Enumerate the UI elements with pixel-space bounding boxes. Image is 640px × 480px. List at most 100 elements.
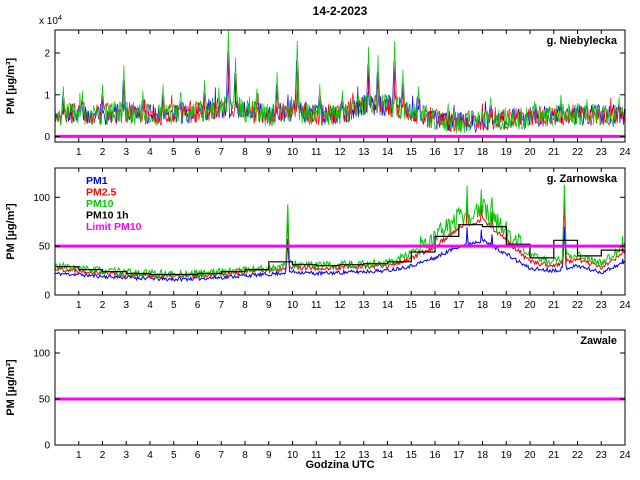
svg-text:5: 5 xyxy=(171,147,177,158)
svg-text:2: 2 xyxy=(100,147,106,158)
y-axis-label: PM [µg/m³] xyxy=(5,57,17,114)
x-ticks: 1 2 3 4 5 6 7 8 9 10 11 12 13 14 15 16 17 18 19 20 21 22 23 24 xyxy=(76,30,631,158)
svg-text:11: 11 xyxy=(311,147,322,158)
svg-text:11: 11 xyxy=(311,300,322,311)
svg-text:6: 6 xyxy=(195,450,201,461)
svg-text:22: 22 xyxy=(572,300,584,311)
svg-text:12: 12 xyxy=(334,300,346,311)
svg-text:9: 9 xyxy=(266,300,272,311)
svg-text:19: 19 xyxy=(501,300,513,311)
svg-text:7: 7 xyxy=(218,450,224,461)
svg-text:16: 16 xyxy=(429,147,441,158)
svg-text:13: 13 xyxy=(358,147,370,158)
svg-text:4: 4 xyxy=(147,147,153,158)
svg-text:2: 2 xyxy=(44,48,50,59)
y-axis-label: PM [µg/m³] xyxy=(5,359,17,416)
svg-text:23: 23 xyxy=(596,450,608,461)
legend-item-pm1: PM1 xyxy=(86,175,108,187)
svg-text:18: 18 xyxy=(477,147,489,158)
y-ticks: 0 50 100 xyxy=(33,193,625,302)
svg-text:2: 2 xyxy=(100,450,106,461)
svg-text:14: 14 xyxy=(382,300,394,311)
subplot-1-g-niebylecka: 1 2 3 4 5 6 7 8 9 10 11 12 13 14 15 16 17 18 19 20 21 22 23 240… xyxy=(5,13,631,158)
svg-text:18: 18 xyxy=(477,300,489,311)
x-ticks: 1 2 3 4 5 6 7 8 9 10 11 12 13 14 15 16 17 18 19 20 21 22 23 24 xyxy=(76,168,631,311)
series-pm10 xyxy=(54,29,626,134)
svg-text:5: 5 xyxy=(171,450,177,461)
svg-text:20: 20 xyxy=(524,450,536,461)
station-title: Zawale xyxy=(580,335,617,347)
svg-text:21: 21 xyxy=(548,300,560,311)
y-ticks: 0 1 2 xyxy=(44,48,625,143)
svg-text:17: 17 xyxy=(453,450,465,461)
svg-text:11: 11 xyxy=(311,450,322,461)
svg-text:17: 17 xyxy=(453,147,465,158)
svg-text:100: 100 xyxy=(33,349,50,360)
svg-text:1: 1 xyxy=(76,450,82,461)
svg-text:20: 20 xyxy=(524,300,536,311)
svg-text:3: 3 xyxy=(123,300,129,311)
series-pm10-1h xyxy=(55,224,625,276)
svg-text:6: 6 xyxy=(195,147,201,158)
svg-text:1: 1 xyxy=(76,300,82,311)
x-ticks: 1 2 3 4 5 6 7 8 9 10 11 12 13 14 15 16 17 18 19 20 21 22 23 24 xyxy=(76,330,631,461)
svg-text:22: 22 xyxy=(572,147,584,158)
svg-text:0: 0 xyxy=(44,132,50,143)
svg-text:8: 8 xyxy=(242,300,248,311)
svg-text:8: 8 xyxy=(242,147,248,158)
legend-item-pm10: PM10 xyxy=(86,198,114,210)
svg-text:19: 19 xyxy=(501,147,513,158)
svg-text:15: 15 xyxy=(406,300,418,311)
y-axis-label: PM [µg/m³] xyxy=(5,203,17,260)
svg-text:16: 16 xyxy=(429,300,441,311)
svg-text:5: 5 xyxy=(171,300,177,311)
svg-text:15: 15 xyxy=(406,147,418,158)
figure-title: 14-2-2023 xyxy=(312,4,368,18)
axes-box xyxy=(54,329,626,446)
svg-text:3: 3 xyxy=(123,147,129,158)
svg-text:9: 9 xyxy=(266,147,272,158)
svg-text:3: 3 xyxy=(123,450,129,461)
subplot-2-g-zarnowska: 1 2 3 4 5 6 7 8 9 10 11 12 13 14 15 16 17 18 19 20 21 22 23 240… xyxy=(5,167,631,311)
svg-text:23: 23 xyxy=(596,300,608,311)
station-title: g. Zarnowska xyxy=(547,173,618,185)
y-ticks: 0 50 100 xyxy=(33,349,625,452)
svg-text:12: 12 xyxy=(334,450,346,461)
svg-text:24: 24 xyxy=(619,147,631,158)
svg-text:4: 4 xyxy=(147,450,153,461)
svg-text:24: 24 xyxy=(619,450,631,461)
svg-text:14: 14 xyxy=(382,147,394,158)
legend-item-pm10-1h: PM10 1h xyxy=(86,210,129,222)
subplot-3-zawale: 1 2 3 4 5 6 7 8 9 10 11 12 13 14 15 16 17 18 19 20 21 22 23 240… xyxy=(5,329,631,461)
svg-text:16: 16 xyxy=(429,450,441,461)
svg-text:22: 22 xyxy=(572,450,584,461)
svg-text:13: 13 xyxy=(358,300,370,311)
svg-text:7: 7 xyxy=(218,147,224,158)
svg-text:18: 18 xyxy=(477,450,489,461)
svg-text:13: 13 xyxy=(358,450,370,461)
station-title: g. Niebylecka xyxy=(547,35,618,47)
svg-text:12: 12 xyxy=(334,147,346,158)
svg-text:9: 9 xyxy=(266,450,272,461)
svg-text:8: 8 xyxy=(242,450,248,461)
svg-text:19: 19 xyxy=(501,450,513,461)
svg-text:50: 50 xyxy=(39,395,51,406)
svg-text:24: 24 xyxy=(619,300,631,311)
svg-text:23: 23 xyxy=(596,147,608,158)
svg-text:2: 2 xyxy=(100,300,106,311)
svg-text:1: 1 xyxy=(76,147,82,158)
svg-text:4: 4 xyxy=(147,300,153,311)
series-pm1 xyxy=(54,226,626,283)
series-pm25 xyxy=(54,201,626,280)
legend-item-pm2-5: PM2.5 xyxy=(86,187,117,199)
svg-text:21: 21 xyxy=(548,147,560,158)
svg-text:10: 10 xyxy=(287,147,299,158)
x-axis-label: Godzina UTC xyxy=(305,459,375,471)
svg-text:17: 17 xyxy=(453,300,465,311)
svg-text:50: 50 xyxy=(39,242,51,253)
y-exponent-label: x 104 xyxy=(39,13,62,27)
svg-text:10: 10 xyxy=(287,450,299,461)
